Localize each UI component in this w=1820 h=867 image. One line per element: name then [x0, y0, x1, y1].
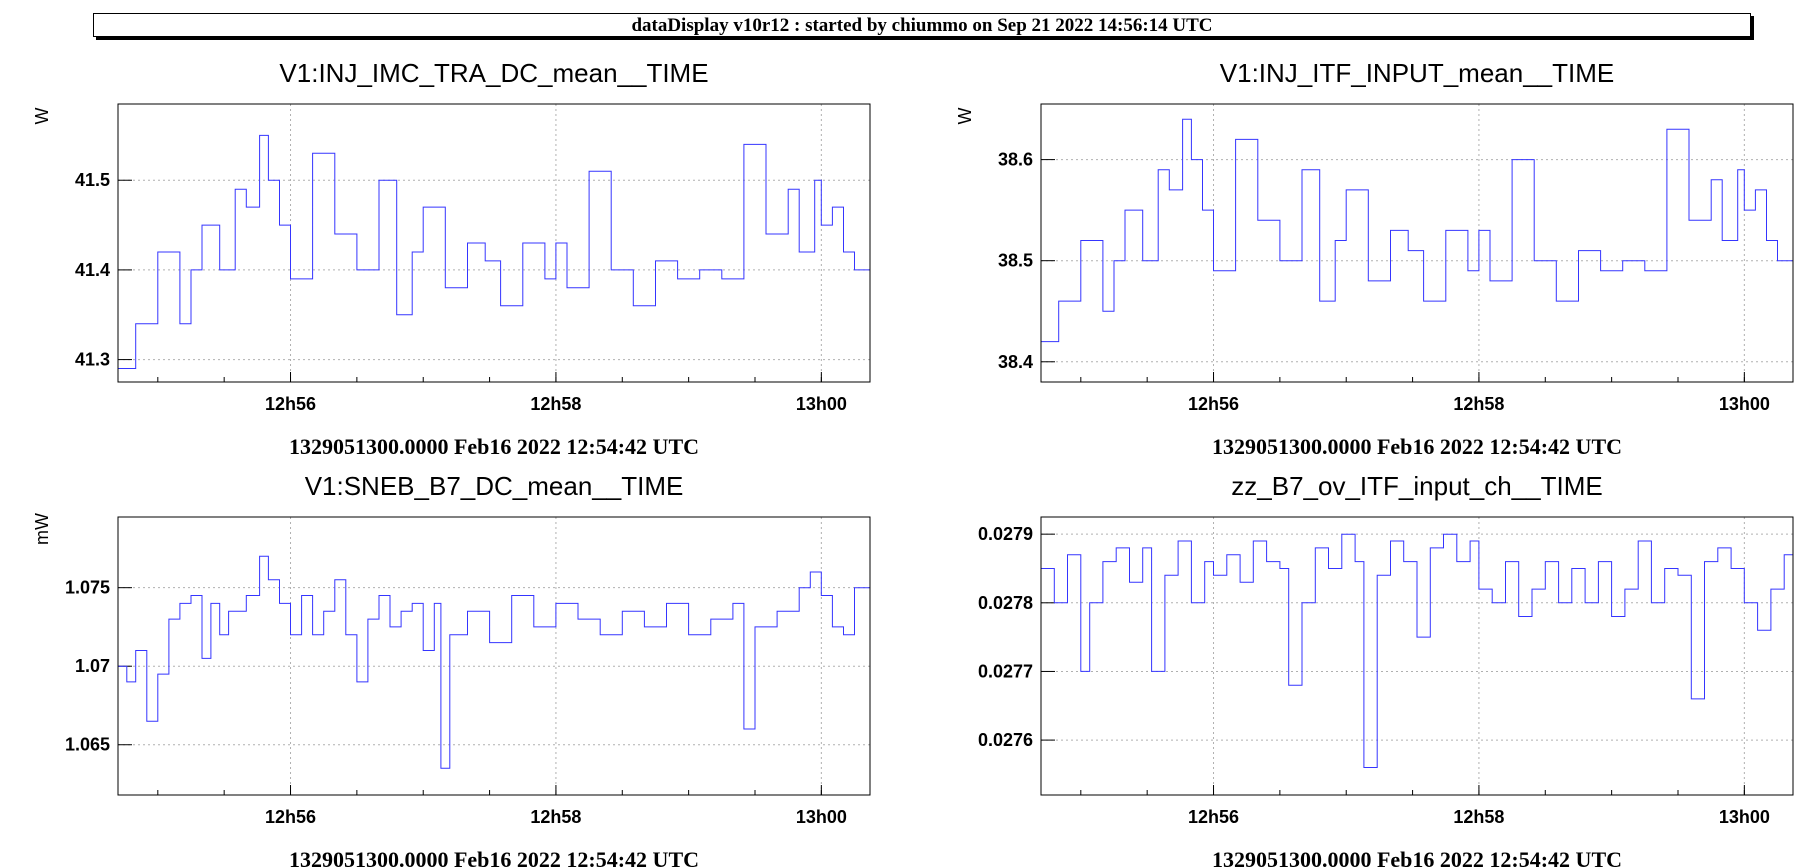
plot-frame — [1040, 103, 1794, 383]
chart-4: zz_B7_ov_ITF_input_ch__TIME 0.0276 0.0277 0… — [978, 471, 1794, 867]
chart-title: V1:INJ_ITF_INPUT_mean__TIME — [1220, 58, 1614, 88]
chart-1: V1:INJ_IMC_TRA_DC_mean__TIME W 41.3 41.4 41.… — [32, 58, 871, 459]
x-tick-label: 12h56 — [1188, 807, 1239, 827]
series-line-1 — [1041, 533, 1794, 768]
x-tick-label: 12h58 — [1453, 394, 1504, 414]
y-tick-label: 41.5 — [75, 170, 110, 190]
x-axis-caption: 1329051300.0000 Feb16 2022 12:54:42 UTC — [1212, 847, 1622, 867]
plot-frame — [117, 516, 871, 796]
y-tick-label: 38.5 — [998, 251, 1033, 271]
y-unit-label: mW — [32, 513, 52, 545]
x-axis-caption: 1329051300.0000 Feb16 2022 12:54:42 UTC — [289, 434, 699, 459]
x-tick-label: 13h00 — [1719, 394, 1770, 414]
x-tick-label: 12h58 — [1453, 807, 1504, 827]
y-tick-label: 41.4 — [75, 260, 110, 280]
x-tick-label: 12h58 — [530, 807, 581, 827]
y-tick-label: 1.065 — [65, 735, 110, 755]
x-tick-label: 13h00 — [1719, 807, 1770, 827]
series-line-1 — [118, 555, 871, 769]
y-tick-label: 38.4 — [998, 352, 1033, 372]
y-tick-label: 0.0277 — [978, 661, 1033, 681]
y-tick-label: 0.0276 — [978, 730, 1033, 750]
x-axis-caption: 1329051300.0000 Feb16 2022 12:54:42 UTC — [1212, 434, 1622, 459]
x-tick-label: 12h56 — [1188, 394, 1239, 414]
y-tick-label: 1.075 — [65, 578, 110, 598]
series-line-1 — [118, 134, 871, 369]
y-unit-label: W — [32, 108, 52, 125]
chart-2: V1:INJ_ITF_INPUT_mean__TIME W 38.4 38.5 38.6… — [955, 58, 1794, 459]
x-tick-label: 12h56 — [265, 807, 316, 827]
chart-title: V1:INJ_IMC_TRA_DC_mean__TIME — [279, 58, 708, 88]
chart-3: V1:SNEB_B7_DC_mean__TIME mW 1.065 1.07 1.075… — [32, 471, 871, 867]
plot-frame — [117, 103, 871, 383]
y-unit-label: W — [955, 108, 975, 125]
x-tick-label: 12h56 — [265, 394, 316, 414]
series-line-1 — [1041, 118, 1794, 343]
chart-title: V1:SNEB_B7_DC_mean__TIME — [305, 471, 684, 501]
x-axis-caption: 1329051300.0000 Feb16 2022 12:54:42 UTC — [289, 847, 699, 867]
y-tick-label: 41.3 — [75, 350, 110, 370]
y-tick-label: 1.07 — [75, 656, 110, 676]
x-tick-label: 13h00 — [796, 394, 847, 414]
chart-title: zz_B7_ov_ITF_input_ch__TIME — [1231, 471, 1602, 501]
y-tick-label: 0.0278 — [978, 593, 1033, 613]
x-tick-label: 12h58 — [530, 394, 581, 414]
y-tick-label: 0.0279 — [978, 524, 1033, 544]
x-tick-label: 13h00 — [796, 807, 847, 827]
y-tick-label: 38.6 — [998, 150, 1033, 170]
display-banner: dataDisplay v10r12 : started by chiummo … — [93, 13, 1751, 37]
plot-frame — [1040, 516, 1794, 796]
